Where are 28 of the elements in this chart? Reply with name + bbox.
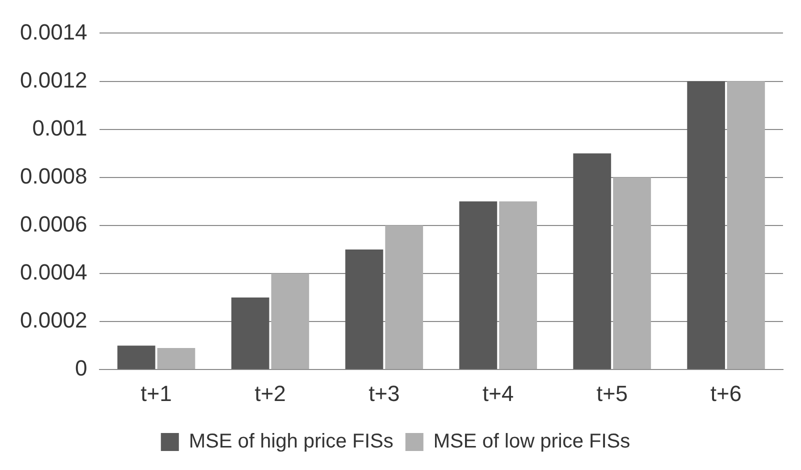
bar xyxy=(727,81,765,370)
bar xyxy=(459,201,498,370)
y-tick-label: 0 xyxy=(75,356,88,381)
x-tick-label: t+4 xyxy=(482,380,514,406)
legend-label: MSE of high price FISs xyxy=(188,430,394,453)
bar xyxy=(117,346,156,370)
y-tick-label: 0.001 xyxy=(32,115,88,140)
x-tick-label: t+6 xyxy=(710,380,742,406)
y-tick-label: 0.0006 xyxy=(20,211,88,236)
y-tick-label: 0.0002 xyxy=(20,308,88,333)
y-tick-label: 0.0004 xyxy=(20,260,88,285)
bar xyxy=(231,298,270,370)
legend-label: MSE of low price FISs xyxy=(433,430,630,453)
bar xyxy=(385,225,424,370)
bar xyxy=(613,177,651,370)
x-tick-label: t+1 xyxy=(140,380,172,406)
bar xyxy=(157,348,196,370)
x-tick-label: t+5 xyxy=(596,380,628,406)
bar xyxy=(271,273,310,370)
bar xyxy=(687,81,726,370)
y-tick-label: 0.0014 xyxy=(20,19,88,44)
y-tick-label: 0.0012 xyxy=(20,67,88,92)
x-tick-label: t+3 xyxy=(368,380,400,406)
bar xyxy=(345,249,384,370)
bar xyxy=(499,201,538,370)
x-tick-label: t+2 xyxy=(254,380,286,406)
bar xyxy=(573,153,612,370)
y-tick-label: 0.0008 xyxy=(20,163,88,188)
